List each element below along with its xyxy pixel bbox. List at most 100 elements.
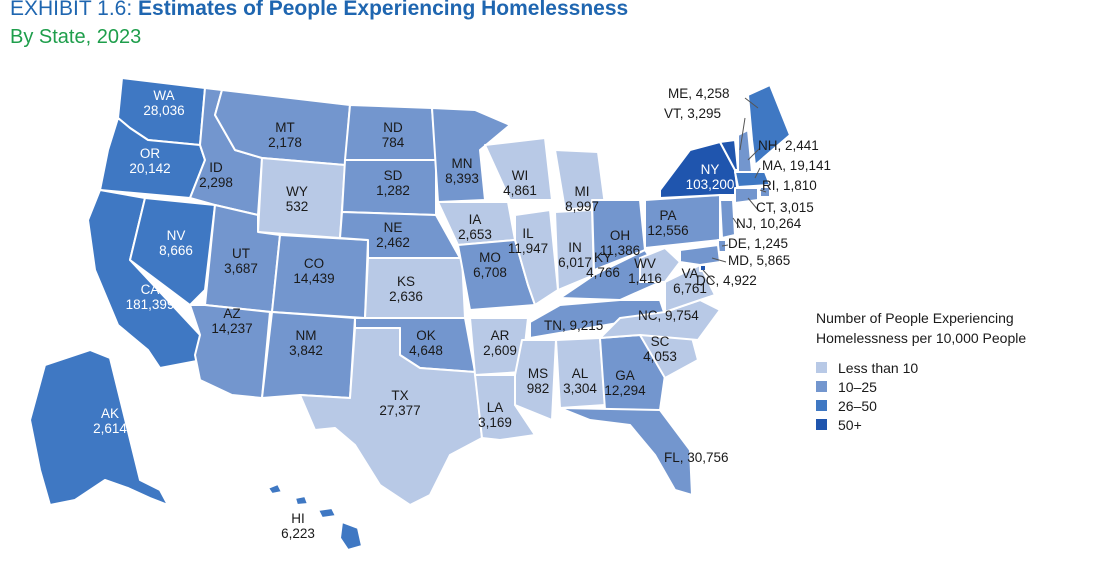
page-title: EXHIBIT 1.6: Estimates of People Experie… (10, 0, 628, 24)
state-label-dc: DC, 4,922 (696, 273, 757, 288)
state-label-oh-abbr: OH (610, 228, 630, 243)
state-label-va-abbr: VA (681, 266, 698, 281)
state-label-ct: CT, 3,015 (756, 200, 814, 215)
state-az (189, 304, 271, 399)
state-label-ne-abbr: NE (384, 220, 403, 235)
state-label-ar-abbr: AR (491, 328, 510, 343)
state-label-id-value: 2,298 (199, 175, 233, 190)
state-label-ca-value: 181,399 (126, 297, 175, 312)
state-ak (29, 349, 169, 506)
state-label-id-abbr: ID (209, 160, 223, 175)
state-label-ny-value: 103,200 (686, 177, 735, 192)
state-label-nd-abbr: ND (383, 120, 403, 135)
state-label-az-value: 14,237 (211, 321, 252, 336)
state-label-ak-abbr: AK (101, 406, 119, 421)
state-label-al-value: 3,304 (563, 381, 597, 396)
state-label-tx-value: 27,377 (379, 403, 420, 418)
island-shape (317, 507, 337, 519)
legend-label: 26–50 (838, 397, 877, 414)
state-label-me: ME, 4,258 (668, 86, 730, 101)
state-wi (484, 137, 553, 201)
legend-swatch (816, 400, 827, 411)
state-label-pa-abbr: PA (659, 208, 676, 223)
state-label-wi-abbr: WI (512, 168, 529, 183)
state-label-pa-value: 12,556 (647, 223, 688, 238)
state-label-mt-abbr: MT (275, 120, 295, 135)
state-label-al-abbr: AL (572, 366, 589, 381)
state-label-nj: NJ, 10,264 (736, 216, 802, 231)
state-label-ga-abbr: GA (615, 368, 635, 383)
state-label-fl: FL, 30,756 (664, 450, 729, 465)
state-label-wv-abbr: WV (634, 256, 656, 271)
state-label-ia-abbr: IA (469, 212, 482, 227)
state-label-nv-value: 8,666 (159, 243, 193, 258)
state-label-ok-value: 4,648 (409, 343, 443, 358)
legend-item-26-50: 26–50 (816, 396, 1076, 415)
island-shape (339, 521, 363, 551)
state-nj (719, 199, 736, 239)
legend-title-line1: Number of People Experiencing (816, 310, 1014, 326)
state-label-mn-value: 8,393 (445, 171, 479, 186)
state-me (747, 84, 791, 166)
state-label-hi-abbr: HI (291, 511, 305, 526)
state-va (664, 264, 716, 313)
island-shape (294, 495, 309, 506)
state-dc (699, 264, 707, 272)
state-label-ny-abbr: NY (701, 162, 720, 177)
state-label-nm-value: 3,842 (289, 343, 323, 358)
state-label-mi-abbr: MI (575, 184, 590, 199)
state-label-la-abbr: LA (487, 400, 504, 415)
state-label-ga-value: 12,294 (604, 383, 646, 398)
exhibit-label: EXHIBIT 1.6: (10, 0, 133, 20)
callout-leaders (702, 97, 767, 283)
legend-label: 10–25 (838, 378, 877, 395)
state-ms (514, 339, 557, 421)
legend-title: Number of People Experiencing Homelessne… (816, 308, 1076, 348)
state-label-nc: NC, 9,754 (638, 308, 699, 323)
state-label-sd-abbr: SD (384, 168, 403, 183)
state-label-ut-abbr: UT (232, 246, 250, 261)
state-md (679, 244, 721, 266)
legend-item-10-25: 10–25 (816, 377, 1076, 396)
state-label-nm-abbr: NM (296, 328, 317, 343)
legend-title-line2: Homelessness per 10,000 People (816, 330, 1027, 346)
state-label-md: MD, 5,865 (728, 253, 790, 268)
state-label-mt-value: 2,178 (268, 135, 302, 150)
state-label-or-abbr: OR (140, 146, 161, 161)
page-subtitle: By State, 2023 (10, 26, 142, 48)
state-label-ks-value: 2,636 (389, 289, 423, 304)
state-label-or-value: 20,142 (129, 161, 170, 176)
state-label-tx-abbr: TX (391, 388, 408, 403)
state-label-ri: RI, 1,810 (762, 178, 817, 193)
exhibit-title: Estimates of People Experiencing Homeles… (138, 0, 629, 20)
legend-swatch (816, 419, 827, 430)
island-shape (267, 483, 283, 495)
state-label-nh: NH, 2,441 (758, 138, 819, 153)
state-hi (267, 483, 363, 551)
state-label-il-value: 11,947 (508, 241, 548, 256)
legend-label: 50+ (838, 416, 862, 433)
state-label-nv-abbr: NV (167, 228, 186, 243)
state-label-mn-abbr: MN (452, 156, 473, 171)
state-label-vt: VT, 3,295 (664, 106, 721, 121)
state-label-ak-value: 2,614 (93, 421, 127, 436)
state-label-sc-value: 4,053 (643, 349, 677, 364)
state-label-ar-value: 2,609 (483, 343, 517, 358)
state-label-nd-value: 784 (382, 135, 405, 150)
state-label-ok-abbr: OK (416, 328, 436, 343)
state-label-ms-value: 982 (527, 381, 550, 396)
legend: Number of People Experiencing Homelessne… (816, 308, 1076, 434)
state-pa (644, 194, 721, 249)
state-label-mo-abbr: MO (479, 250, 501, 265)
state-label-ks-abbr: KS (397, 274, 415, 289)
legend-swatch (816, 381, 827, 392)
state-label-wa-value: 28,036 (143, 103, 184, 118)
state-label-in-abbr: IN (568, 240, 582, 255)
legend-swatch (816, 362, 827, 373)
state-label-sd-value: 1,282 (376, 183, 410, 198)
state-label-wa-abbr: WA (153, 88, 174, 103)
state-label-mi-value: 8,997 (565, 199, 599, 214)
state-label-tn: TN, 9,215 (544, 318, 603, 333)
state-label-in-value: 6,017 (558, 255, 592, 270)
